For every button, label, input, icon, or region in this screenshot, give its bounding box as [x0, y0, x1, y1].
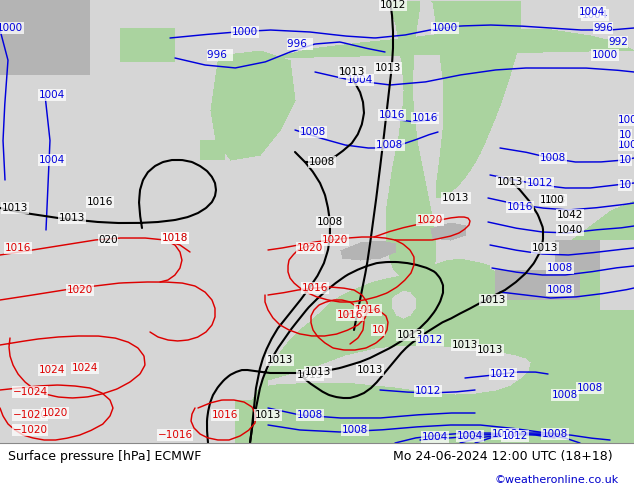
Text: 1013: 1013: [477, 345, 503, 355]
Text: 1042: 1042: [557, 210, 583, 220]
Text: 1008: 1008: [317, 217, 343, 227]
Text: 10: 10: [618, 180, 631, 190]
Text: 1020: 1020: [322, 235, 348, 245]
Text: 1000: 1000: [0, 23, 23, 33]
Text: 1020: 1020: [67, 285, 93, 295]
Text: 1008: 1008: [540, 153, 566, 163]
Text: Surface pressure [hPa] ECMWF: Surface pressure [hPa] ECMWF: [8, 450, 201, 463]
Text: 1012: 1012: [502, 431, 528, 441]
Text: 1013: 1013: [357, 365, 383, 375]
Text: 1016: 1016: [212, 410, 238, 420]
Text: 1016: 1016: [5, 243, 31, 253]
Text: 1020: 1020: [42, 408, 68, 418]
Text: 10: 10: [372, 325, 385, 335]
Text: 1020: 1020: [297, 243, 323, 253]
Text: 1024: 1024: [72, 363, 98, 373]
Text: 1004: 1004: [579, 7, 605, 17]
Text: 1012: 1012: [415, 386, 441, 396]
Text: 996: 996: [287, 39, 313, 49]
Text: 1008: 1008: [342, 425, 368, 435]
Text: 1008: 1008: [547, 285, 573, 295]
Text: 1008: 1008: [300, 127, 326, 137]
Text: 1024: 1024: [39, 365, 65, 375]
Text: −1024: −1024: [13, 387, 48, 397]
Text: 1013: 1013: [339, 67, 365, 77]
Text: 1008: 1008: [492, 429, 518, 439]
Text: 1000: 1000: [232, 27, 258, 37]
Text: 1008: 1008: [376, 140, 404, 150]
Text: 1004: 1004: [39, 90, 65, 100]
Text: 1018: 1018: [162, 233, 188, 243]
Text: 1016: 1016: [337, 310, 363, 320]
Text: 1013: 1013: [540, 195, 566, 205]
Text: 1004: 1004: [457, 431, 483, 441]
Text: 1013: 1013: [497, 177, 523, 187]
Text: 1013: 1013: [397, 330, 423, 340]
Text: 1018: 1018: [162, 233, 188, 243]
Text: 1004: 1004: [582, 10, 608, 20]
Text: 1016: 1016: [302, 283, 328, 293]
Text: 1016: 1016: [507, 202, 533, 212]
Text: 1020: 1020: [417, 215, 443, 225]
Text: 1013: 1013: [59, 213, 85, 223]
Text: 100: 100: [545, 195, 565, 205]
Text: 1004: 1004: [347, 75, 373, 85]
Text: 1040: 1040: [557, 225, 583, 235]
Text: 1012: 1012: [527, 178, 553, 188]
Text: 1004: 1004: [39, 155, 65, 165]
Text: 1016: 1016: [378, 110, 405, 120]
Text: 1016: 1016: [412, 113, 438, 123]
Text: 1012: 1012: [417, 335, 443, 345]
Text: 1013: 1013: [452, 340, 478, 350]
Text: 1008: 1008: [547, 263, 573, 273]
Text: 1012: 1012: [490, 369, 516, 379]
Text: 1008: 1008: [542, 429, 568, 439]
Text: 1012: 1012: [380, 0, 406, 10]
Text: 1008: 1008: [297, 410, 323, 420]
Text: 100: 100: [618, 115, 634, 125]
Text: ©weatheronline.co.uk: ©weatheronline.co.uk: [495, 475, 619, 485]
Text: 996: 996: [593, 23, 613, 33]
Text: Mo 24-06-2024 12:00 UTC (18+18): Mo 24-06-2024 12:00 UTC (18+18): [393, 450, 612, 463]
Text: 1013: 1013: [375, 63, 401, 73]
Text: 1008: 1008: [552, 390, 578, 400]
Text: 1008: 1008: [577, 383, 603, 393]
Text: 1013: 1013: [480, 295, 506, 305]
Text: 10: 10: [618, 155, 631, 165]
Text: 996: 996: [207, 50, 233, 60]
Text: 1016: 1016: [355, 305, 381, 315]
Text: 1008: 1008: [309, 157, 335, 167]
Text: 1000: 1000: [432, 23, 458, 33]
Text: 1004: 1004: [422, 432, 448, 442]
Text: −1020: −1020: [13, 425, 48, 435]
Text: 1013: 1013: [305, 367, 331, 377]
Text: 1013: 1013: [297, 370, 323, 380]
Text: 1016: 1016: [87, 197, 113, 207]
Text: 100: 100: [618, 140, 634, 150]
Text: 1000: 1000: [592, 50, 618, 60]
Text: 992: 992: [608, 37, 628, 47]
Text: 1013: 1013: [2, 203, 28, 213]
Text: −1016: −1016: [157, 430, 193, 440]
Text: −1020: −1020: [13, 410, 48, 420]
Text: 10: 10: [618, 130, 631, 140]
Text: 1013: 1013: [255, 410, 281, 420]
Text: 1013: 1013: [267, 355, 293, 365]
Text: 020: 020: [98, 235, 118, 245]
Text: 1013: 1013: [532, 243, 558, 253]
Text: 1013: 1013: [442, 193, 470, 203]
